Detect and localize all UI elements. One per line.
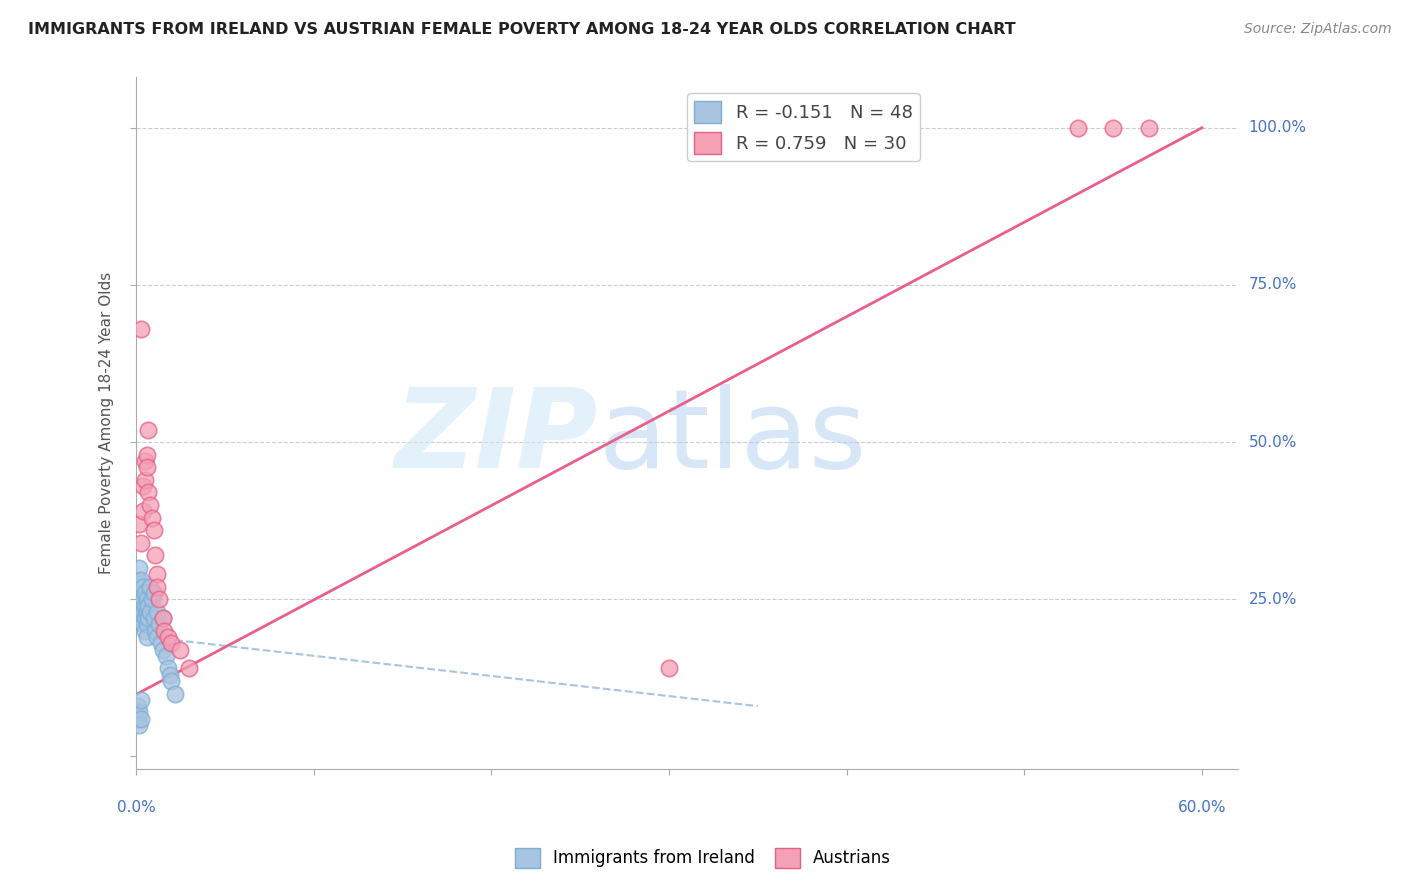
Point xyxy=(128,561,150,575)
Point xyxy=(132,479,155,493)
Point xyxy=(136,485,159,500)
Point xyxy=(141,592,163,607)
Point xyxy=(136,599,159,613)
Text: 100.0%: 100.0% xyxy=(1249,120,1306,136)
Point xyxy=(132,605,155,619)
Point xyxy=(135,448,157,462)
Point xyxy=(169,642,191,657)
Point xyxy=(134,624,156,638)
Point xyxy=(163,687,186,701)
Point xyxy=(153,624,176,638)
Legend: R = -0.151   N = 48, R = 0.759   N = 30: R = -0.151 N = 48, R = 0.759 N = 30 xyxy=(688,94,920,161)
Point xyxy=(129,574,152,588)
Point xyxy=(134,454,156,468)
Point xyxy=(156,630,179,644)
Text: Source: ZipAtlas.com: Source: ZipAtlas.com xyxy=(1244,22,1392,37)
Point xyxy=(135,605,157,619)
Point xyxy=(136,611,159,625)
Point xyxy=(148,617,170,632)
Point xyxy=(159,667,181,681)
Point xyxy=(128,718,150,732)
Point xyxy=(129,599,152,613)
Point xyxy=(127,586,149,600)
Point xyxy=(179,661,201,675)
Point xyxy=(155,648,177,663)
Text: 50.0%: 50.0% xyxy=(1249,434,1296,450)
Point xyxy=(129,712,152,726)
Legend: Immigrants from Ireland, Austrians: Immigrants from Ireland, Austrians xyxy=(508,841,898,875)
Point xyxy=(128,516,150,531)
Point xyxy=(134,473,156,487)
Point xyxy=(139,580,162,594)
Point xyxy=(1137,120,1160,135)
Point xyxy=(148,592,170,607)
Point xyxy=(132,617,155,632)
Point xyxy=(127,699,149,714)
Point xyxy=(128,592,150,607)
Point xyxy=(139,498,162,512)
Point xyxy=(135,592,157,607)
Point xyxy=(129,693,152,707)
Point xyxy=(135,460,157,475)
Point xyxy=(134,599,156,613)
Text: 60.0%: 60.0% xyxy=(1178,799,1226,814)
Point xyxy=(853,120,876,135)
Point xyxy=(152,611,174,625)
Point xyxy=(160,636,183,650)
Y-axis label: Female Poverty Among 18-24 Year Olds: Female Poverty Among 18-24 Year Olds xyxy=(100,272,114,574)
Point xyxy=(136,423,159,437)
Point xyxy=(132,580,155,594)
Text: IMMIGRANTS FROM IRELAND VS AUSTRIAN FEMALE POVERTY AMONG 18-24 YEAR OLDS CORRELA: IMMIGRANTS FROM IRELAND VS AUSTRIAN FEMA… xyxy=(28,22,1015,37)
Point xyxy=(132,504,155,518)
Point xyxy=(139,605,162,619)
Text: atlas: atlas xyxy=(599,384,868,491)
Point xyxy=(129,322,152,336)
Point xyxy=(146,630,169,644)
Point xyxy=(132,592,155,607)
Point xyxy=(146,580,169,594)
Point xyxy=(127,574,149,588)
Point xyxy=(127,712,149,726)
Point xyxy=(129,611,152,625)
Point xyxy=(149,636,172,650)
Text: 75.0%: 75.0% xyxy=(1249,277,1296,293)
Point xyxy=(152,611,174,625)
Point xyxy=(1102,120,1125,135)
Point xyxy=(135,630,157,644)
Text: 25.0%: 25.0% xyxy=(1249,591,1296,607)
Text: 0.0%: 0.0% xyxy=(117,799,155,814)
Point xyxy=(142,586,165,600)
Point xyxy=(135,617,157,632)
Point xyxy=(142,611,165,625)
Point xyxy=(127,599,149,613)
Point xyxy=(146,567,169,582)
Point xyxy=(145,548,167,562)
Point xyxy=(128,580,150,594)
Point xyxy=(134,586,156,600)
Point xyxy=(128,706,150,720)
Point xyxy=(156,661,179,675)
Point xyxy=(160,673,183,688)
Point xyxy=(129,535,152,549)
Point xyxy=(800,120,823,135)
Point xyxy=(129,586,152,600)
Text: ZIP: ZIP xyxy=(395,384,599,491)
Point xyxy=(146,605,169,619)
Point xyxy=(658,661,681,675)
Point xyxy=(1066,120,1088,135)
Point xyxy=(145,624,167,638)
Point xyxy=(128,605,150,619)
Point xyxy=(134,611,156,625)
Point xyxy=(141,510,163,524)
Point xyxy=(152,642,174,657)
Point xyxy=(142,523,165,537)
